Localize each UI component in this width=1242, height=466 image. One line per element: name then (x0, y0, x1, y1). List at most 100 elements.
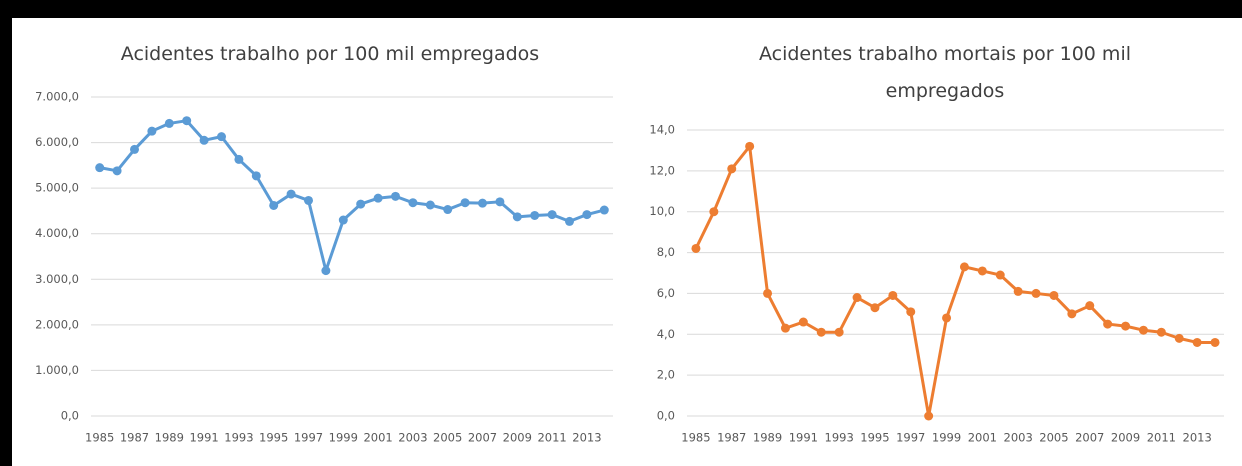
y-tick-label: 6,0 (657, 286, 675, 300)
data-point (130, 144, 139, 154)
data-point (995, 270, 1005, 280)
data-point (852, 293, 862, 303)
data-point (870, 303, 880, 313)
x-tick-label: 2011 (1147, 431, 1176, 445)
x-tick-label: 2001 (363, 431, 392, 445)
x-tick-label: 2009 (1111, 431, 1140, 445)
x-tick-label: 1993 (224, 431, 253, 445)
data-point (582, 210, 592, 220)
y-tick-label: 6.000,0 (35, 135, 79, 149)
data-point (547, 210, 557, 220)
data-point (95, 163, 105, 173)
data-point (512, 212, 522, 222)
data-point (599, 205, 609, 215)
y-tick-label: 2,0 (657, 368, 675, 382)
data-point (478, 198, 487, 208)
data-point (798, 317, 808, 327)
data-point (942, 313, 952, 323)
data-point (1103, 319, 1113, 329)
x-tick-label: 2009 (503, 431, 532, 445)
data-point (1013, 286, 1023, 296)
data-point (338, 215, 348, 225)
x-tick-label: 1997 (896, 431, 925, 445)
data-point (959, 262, 969, 272)
x-tick-label: 1999 (932, 431, 961, 445)
data-point (530, 210, 540, 220)
panel (12, 18, 1242, 466)
data-point (1067, 309, 1077, 319)
data-point (1192, 337, 1202, 347)
y-tick-label: 3.000,0 (35, 272, 79, 286)
data-point (304, 195, 313, 205)
data-point (816, 327, 826, 337)
data-point (780, 323, 790, 333)
data-point (112, 166, 122, 176)
chart-title: Acidentes trabalho mortais por 100 mil e… (758, 43, 1131, 102)
x-tick-label: 1991 (189, 431, 218, 445)
data-point (1138, 325, 1148, 335)
data-point (1031, 288, 1041, 298)
data-point (217, 132, 226, 142)
data-point (495, 197, 505, 207)
x-tick-label: 1987 (120, 431, 149, 445)
data-point (977, 266, 987, 276)
data-point (356, 199, 366, 209)
data-point (286, 189, 296, 199)
series-line (99, 119, 605, 273)
x-tick-label: 1989 (753, 431, 782, 445)
data-point (147, 126, 157, 136)
y-tick-label: 14,0 (649, 123, 675, 137)
data-point (1210, 337, 1220, 347)
data-point (565, 216, 574, 226)
data-point (199, 135, 209, 145)
data-point (443, 205, 453, 215)
data-point (1085, 301, 1095, 311)
x-tick-label: 2013 (1183, 431, 1212, 445)
data-point (745, 141, 755, 151)
y-tick-label: 2.000,0 (35, 317, 79, 331)
x-tick-label: 2011 (537, 431, 566, 445)
data-point (234, 154, 244, 164)
chart-title: Acidentes trabalho por 100 mil empregado… (120, 43, 540, 65)
x-tick-label: 1985 (85, 431, 114, 445)
x-tick-label: 2003 (398, 431, 427, 445)
x-tick-label: 2003 (1004, 431, 1033, 445)
y-tick-label: 4.000,0 (35, 226, 79, 240)
x-tick-label: 1991 (789, 431, 818, 445)
x-tick-label: 2005 (1039, 431, 1068, 445)
data-point (888, 290, 898, 300)
data-point (691, 243, 701, 253)
y-tick-label: 0,0 (61, 409, 79, 423)
x-tick-label: 2005 (433, 431, 462, 445)
data-point (460, 198, 470, 208)
data-point (1049, 290, 1059, 300)
x-tick-label: 1993 (825, 431, 854, 445)
data-point (164, 118, 174, 128)
x-tick-label: 2001 (968, 431, 997, 445)
x-tick-label: 1995 (860, 431, 889, 445)
data-point (834, 327, 844, 337)
y-tick-label: 5.000,0 (35, 181, 79, 195)
data-point (709, 207, 719, 217)
y-tick-label: 8,0 (657, 245, 675, 259)
data-point (269, 200, 279, 210)
x-tick-label: 2013 (572, 431, 601, 445)
y-tick-label: 4,0 (657, 327, 675, 341)
y-tick-label: 7.000,0 (35, 90, 79, 104)
x-tick-label: 1985 (681, 431, 710, 445)
data-point (408, 198, 418, 208)
data-point (1174, 333, 1184, 343)
y-tick-label: 1.000,0 (35, 363, 79, 377)
data-point (251, 171, 261, 181)
y-tick-label: 12,0 (649, 163, 675, 177)
data-point (373, 193, 383, 203)
x-tick-label: 1987 (717, 431, 746, 445)
data-point (425, 200, 435, 210)
y-tick-label: 0,0 (657, 409, 675, 423)
x-tick-label: 1999 (329, 431, 358, 445)
data-point (763, 288, 773, 298)
data-point (924, 411, 934, 421)
data-point (906, 307, 916, 317)
